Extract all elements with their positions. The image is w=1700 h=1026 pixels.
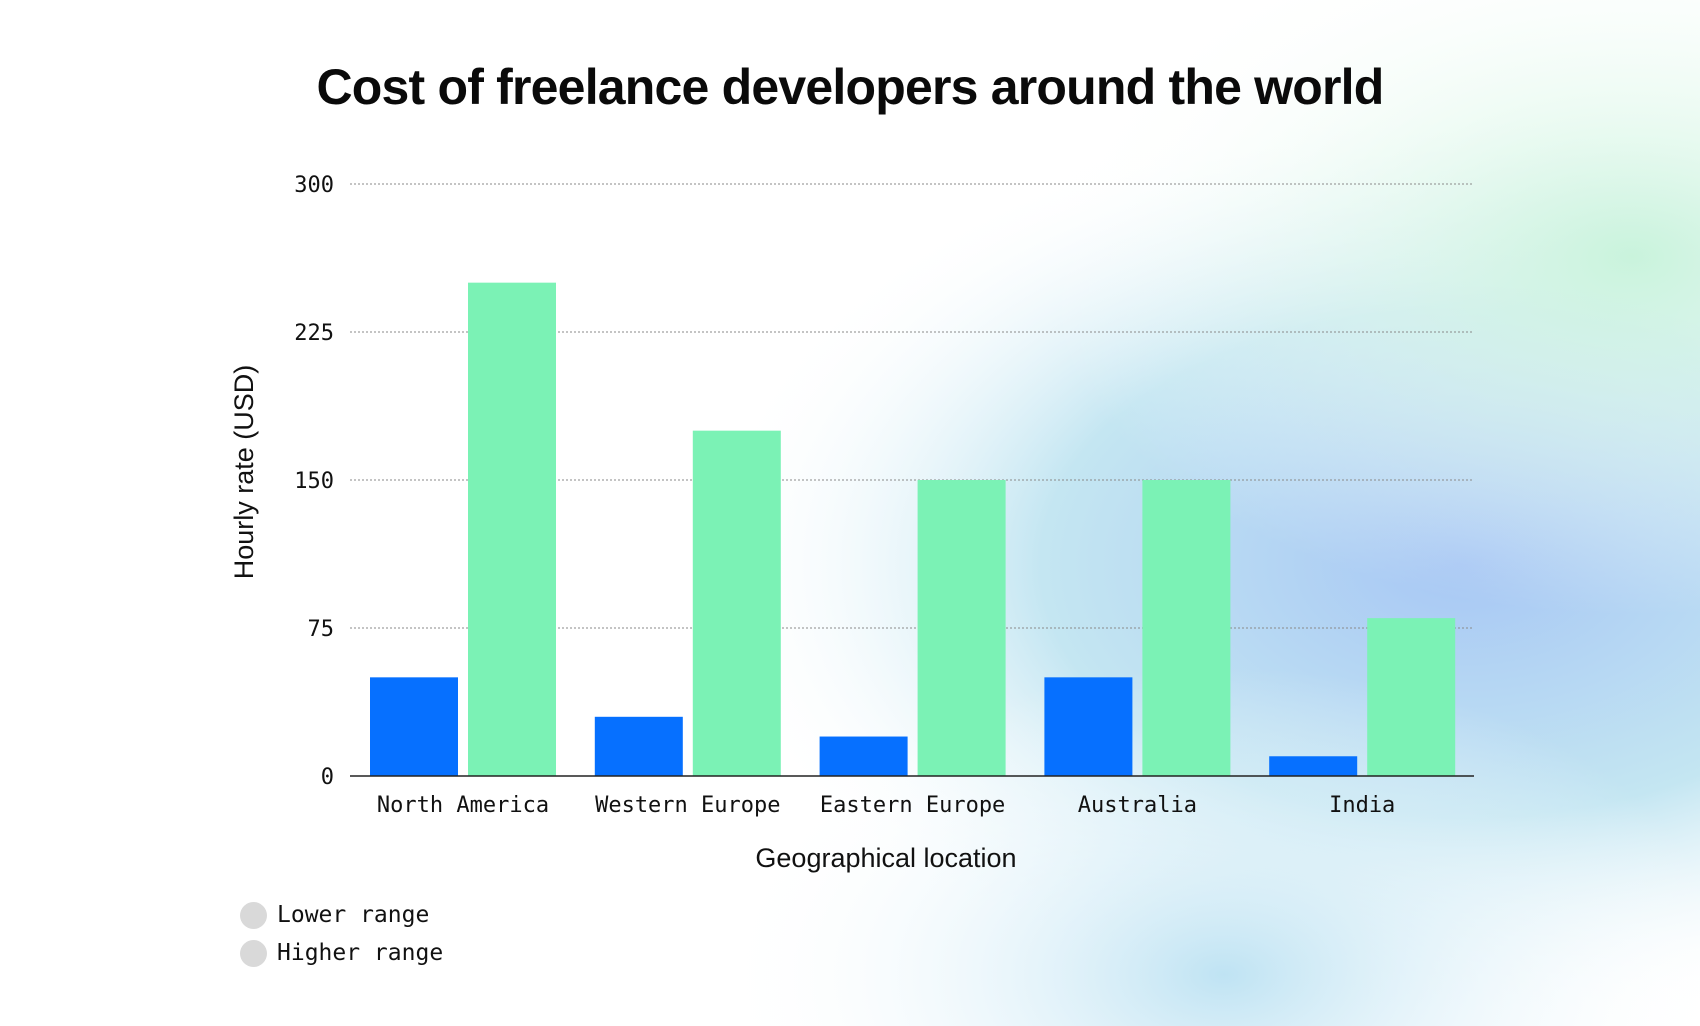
x-tick-label: India bbox=[1329, 793, 1395, 818]
bar-higher-india bbox=[1367, 618, 1456, 776]
legend-label-higher-range: Higher range bbox=[277, 940, 444, 966]
x-tick-label: Eastern Europe bbox=[820, 793, 1005, 818]
y-tick-label: 225 bbox=[294, 321, 334, 346]
bars bbox=[350, 282, 1474, 777]
grid-lines bbox=[350, 183, 1474, 629]
y-tick-label: 150 bbox=[294, 469, 334, 494]
chart-title: Cost of freelance developers around the … bbox=[316, 59, 1384, 115]
y-axis-title: Hourly rate (USD) bbox=[229, 365, 259, 580]
y-tick-label: 0 bbox=[321, 765, 334, 790]
x-tick-label: North America bbox=[377, 793, 549, 818]
bar-higher-eastern-europe bbox=[917, 480, 1006, 776]
legend: Lower range Higher range bbox=[240, 896, 443, 972]
legend-swatch-higher-range bbox=[240, 939, 267, 967]
legend-item-higher-range: Higher range bbox=[240, 934, 443, 972]
y-tick-label: 75 bbox=[308, 617, 335, 642]
bar-lower-eastern-europe bbox=[819, 736, 908, 776]
x-tick-label: Western Europe bbox=[595, 793, 780, 818]
legend-label-lower-range: Lower range bbox=[277, 902, 430, 928]
bar-higher-western-europe bbox=[692, 430, 781, 776]
legend-swatch-lower-range bbox=[240, 901, 267, 929]
x-tick-label: Australia bbox=[1078, 793, 1197, 818]
bar-lower-australia bbox=[1044, 677, 1133, 776]
bar-lower-north-america bbox=[370, 677, 458, 776]
bar-lower-india bbox=[1269, 756, 1358, 776]
axis-labels: 300 225 150 75 0 North America Western Europe E… bbox=[294, 173, 1395, 818]
x-axis-title: Geographical location bbox=[755, 843, 1016, 873]
legend-item-lower-range: Lower range bbox=[240, 896, 443, 934]
bar-higher-north-america bbox=[468, 282, 556, 776]
bar-higher-australia bbox=[1142, 480, 1231, 776]
y-tick-label: 300 bbox=[294, 173, 334, 198]
bar-lower-western-europe bbox=[594, 716, 683, 776]
